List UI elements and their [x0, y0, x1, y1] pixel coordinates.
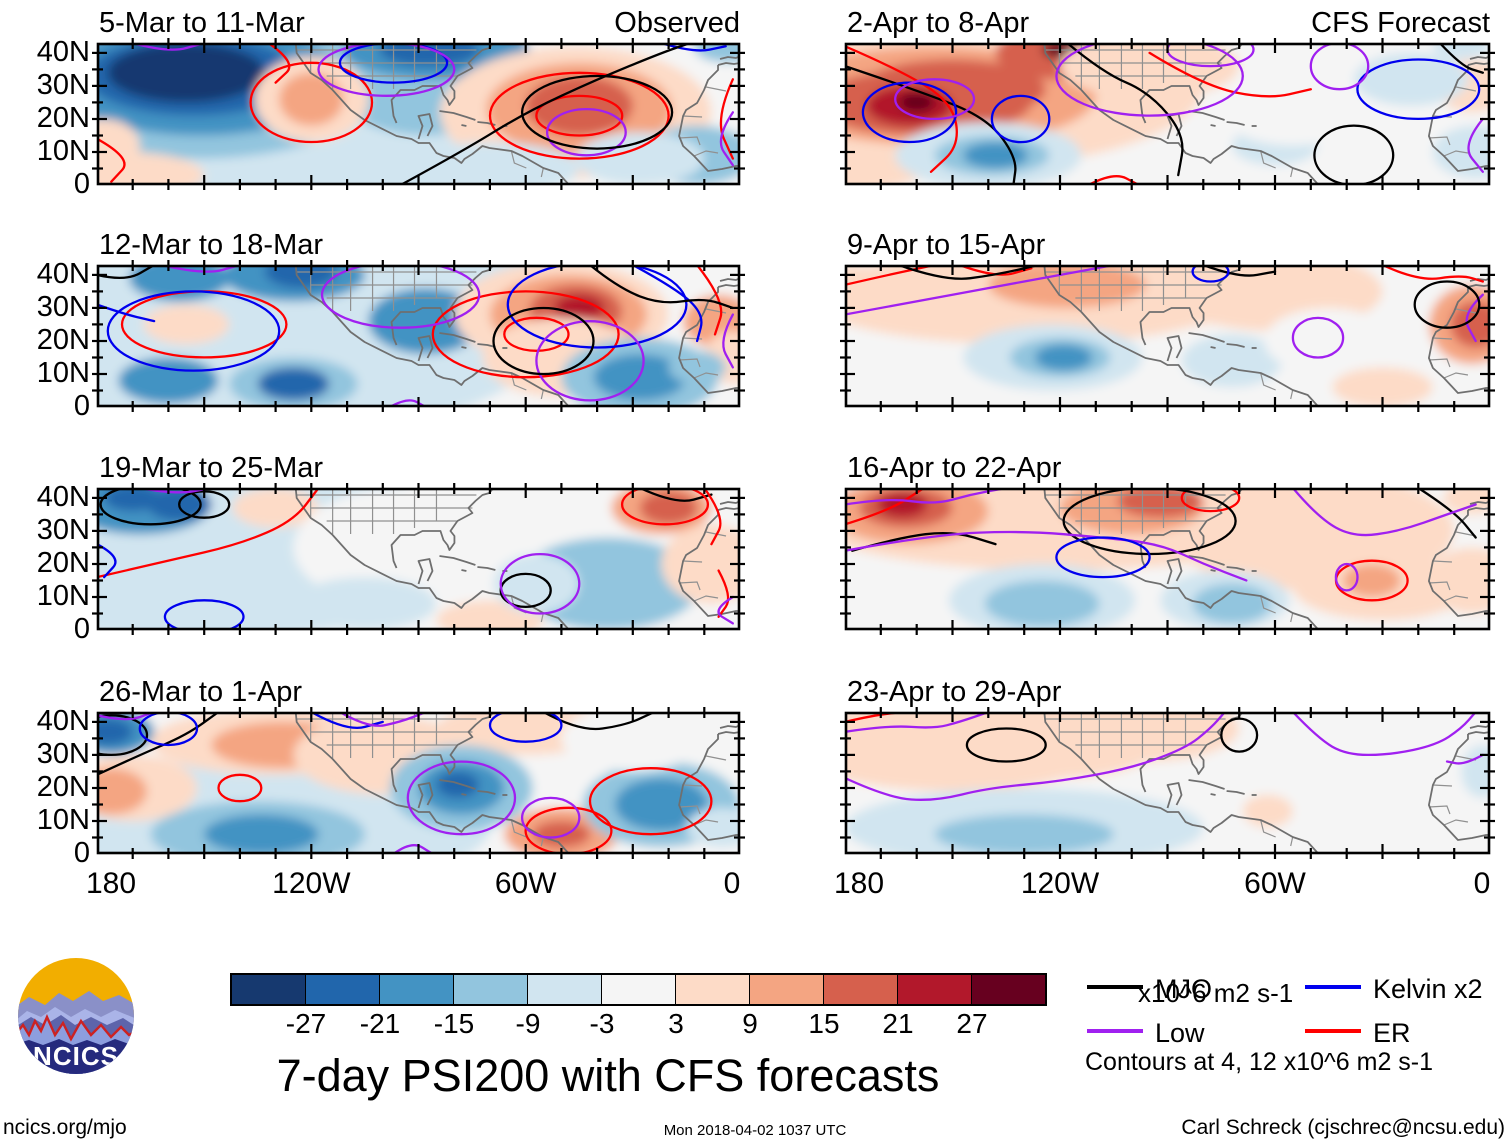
legend-label-low: Low	[1155, 1018, 1205, 1048]
x-tick-label: 60W	[1244, 867, 1306, 900]
colorbar-tick-label: -3	[589, 1008, 615, 1039]
colorbar-strip	[230, 973, 1047, 1006]
contour-note: Contours at 4, 12 x10^6 m2 s-1	[1085, 1048, 1434, 1076]
map-panel: 23-Apr to 29-Apr	[840, 676, 1495, 859]
legend-label-kelvin: Kelvin x2	[1373, 974, 1483, 1004]
legend-line-mjo	[1087, 985, 1143, 989]
y-tick-label: 0	[73, 390, 90, 422]
map-panel: 9-Apr to 15-Apr	[840, 229, 1495, 412]
footer-url: ncics.org/mjo	[3, 1116, 127, 1139]
colorbar-chip	[528, 975, 602, 1004]
legend-line-kelvin	[1305, 985, 1361, 989]
colorbar-chip	[602, 975, 676, 1004]
y-tick-label: 20N	[36, 546, 90, 579]
map-canvas	[840, 260, 1495, 412]
footer-timestamp: Mon 2018-04-02 1037 UTC	[663, 1122, 847, 1139]
colorbar-tick-label: -9	[515, 1008, 541, 1039]
map-canvas	[92, 38, 745, 190]
y-tick-label: 30N	[36, 737, 90, 770]
y-tick-label: 20N	[36, 770, 90, 803]
ncics-logo: NCICS	[18, 958, 134, 1074]
colorbar-tick-label: -15	[433, 1008, 475, 1039]
logo-text: NCICS	[33, 1041, 119, 1071]
colorbar-tick-label: -21	[359, 1008, 401, 1039]
colorbar-tick-label: 27	[956, 1008, 988, 1039]
y-tick-label: 30N	[36, 290, 90, 323]
x-tick-label: 0	[723, 867, 741, 900]
figure-title: 7-day PSI200 with CFS forecasts	[276, 1050, 940, 1101]
x-tick-label: 180	[85, 867, 137, 900]
map-panel: 19-Mar to 25-Mar	[92, 452, 745, 635]
panel-title: 2-Apr to 8-Apr	[847, 7, 1030, 39]
footer-author: Carl Schreck (cjschrec@ncsu.edu)	[1181, 1116, 1505, 1139]
colorbar-chip	[454, 975, 528, 1004]
colorbar-chip	[380, 975, 454, 1004]
colorbar-chip	[898, 975, 972, 1004]
y-tick-label: 0	[73, 168, 90, 200]
y-tick-label: 10N	[36, 803, 90, 836]
logo-ridge-line	[18, 1014, 134, 1042]
column-label: CFS Forecast	[1311, 7, 1490, 39]
y-tick-label: 10N	[36, 134, 90, 167]
y-tick-label: 30N	[36, 513, 90, 546]
y-tick-label: 40N	[36, 480, 90, 513]
colorbar-chip	[232, 975, 306, 1004]
panel-title: 5-Mar to 11-Mar	[99, 7, 305, 39]
y-tick-label: 0	[73, 837, 90, 869]
y-tick-label: 0	[73, 613, 90, 645]
map-canvas	[92, 260, 745, 412]
y-tick-label: 40N	[36, 35, 90, 68]
map-canvas	[840, 707, 1495, 859]
colorbar-chip	[972, 975, 1045, 1004]
colorbar-chip	[306, 975, 380, 1004]
x-tick-label: 120W	[1020, 867, 1100, 900]
panel-title: 19-Mar to 25-Mar	[99, 452, 324, 484]
map-panel: 26-Mar to 1-Apr	[92, 676, 745, 859]
colorbar-tick-label: 21	[882, 1008, 914, 1039]
y-tick-label: 40N	[36, 704, 90, 737]
y-tick-label: 40N	[36, 257, 90, 290]
map-canvas	[840, 483, 1495, 635]
panel-title: 23-Apr to 29-Apr	[847, 676, 1062, 708]
map-canvas	[840, 38, 1495, 190]
legend-label-er: ER	[1373, 1018, 1411, 1048]
map-panel: 2-Apr to 8-Apr CFS Forecast	[840, 7, 1495, 190]
x-tick-label: 0	[1473, 867, 1491, 900]
legend-line-low	[1087, 1029, 1143, 1033]
legend-label-mjo: MJO	[1155, 974, 1212, 1004]
y-tick-label: 30N	[36, 68, 90, 101]
colorbar-units: x10^6 m2 s-1	[1138, 978, 1294, 1008]
y-tick-label: 20N	[36, 323, 90, 356]
map-panel: 5-Mar to 11-Mar Observed	[92, 7, 745, 190]
colorbar-tick-label: 9	[742, 1008, 758, 1039]
x-tick-label: 60W	[494, 867, 557, 900]
colorbar-chip	[676, 975, 750, 1004]
colorbar-chip	[824, 975, 898, 1004]
x-tick-label: 180	[833, 867, 885, 900]
y-tick-label: 10N	[36, 579, 90, 612]
colorbar-tick-label: -27	[285, 1008, 327, 1039]
legend-line-er	[1305, 1029, 1361, 1033]
panel-title: 26-Mar to 1-Apr	[99, 676, 303, 708]
y-tick-label: 20N	[36, 101, 90, 134]
map-canvas	[92, 707, 745, 859]
colorbar-tick-label: 15	[808, 1008, 840, 1039]
panel-title: 16-Apr to 22-Apr	[847, 452, 1062, 484]
colorbar-tick-label: 3	[668, 1008, 684, 1039]
column-label: Observed	[614, 7, 740, 39]
x-tick-label: 120W	[272, 867, 351, 900]
colorbar-chip	[750, 975, 824, 1004]
panel-title: 12-Mar to 18-Mar	[99, 229, 324, 261]
panel-title: 9-Apr to 15-Apr	[847, 229, 1046, 261]
map-panel: 16-Apr to 22-Apr	[840, 452, 1495, 635]
map-panel: 12-Mar to 18-Mar	[92, 229, 745, 412]
y-tick-label: 10N	[36, 356, 90, 389]
map-canvas	[92, 483, 745, 635]
